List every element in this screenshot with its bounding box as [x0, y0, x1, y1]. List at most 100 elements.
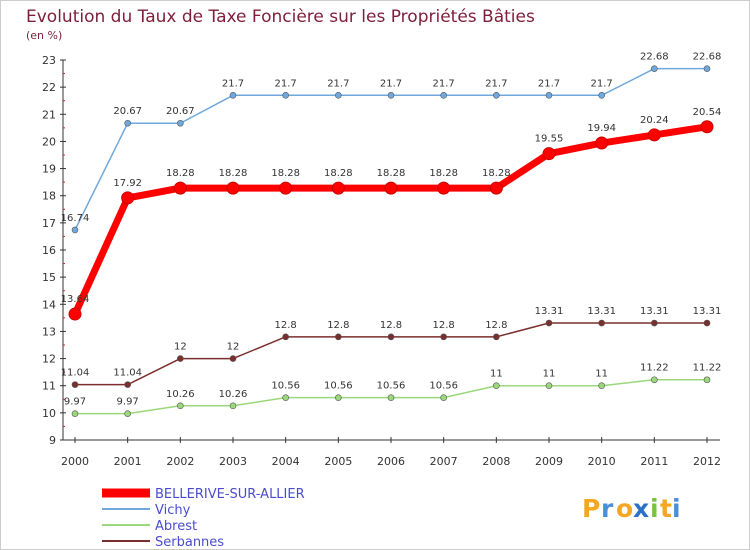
- data-point: [700, 120, 714, 134]
- data-point: [121, 191, 135, 205]
- axes: 9 10 11 12 13 14 15 16 17 18 19 20 21 22 23 2000 2001 200…: [42, 54, 721, 468]
- data-point: [703, 319, 711, 327]
- data-point: [595, 136, 609, 150]
- logo-letter: x: [633, 494, 649, 523]
- data-point: [124, 381, 131, 388]
- logo-letter: P: [582, 494, 600, 523]
- data-point: [331, 181, 345, 195]
- data-point: [493, 382, 500, 390]
- data-label: 18.28: [166, 168, 195, 179]
- y-tick-label: 18: [42, 190, 56, 203]
- y-tick-label: 19: [42, 163, 56, 176]
- data-point: [545, 91, 553, 99]
- data-label: 18.28: [429, 168, 458, 179]
- data-label: 12.8: [485, 320, 507, 331]
- logo-letter: o: [616, 494, 633, 523]
- x-tick-label: 2002: [166, 455, 194, 468]
- data-label: 22.68: [640, 52, 669, 63]
- data-label: 11.22: [640, 363, 669, 374]
- data-label: 20.67: [113, 106, 142, 117]
- x-tick-label: 2007: [430, 455, 458, 468]
- chart-title: Evolution du Taux de Taxe Foncière sur l…: [26, 7, 535, 27]
- data-label: 10.26: [219, 389, 248, 400]
- data-point: [598, 91, 605, 99]
- x-tick-label: 2005: [324, 455, 352, 468]
- y-tick-label: 21: [42, 108, 56, 121]
- y-tick-label: 10: [42, 407, 56, 420]
- data-label: 18.28: [377, 168, 406, 179]
- data-point: [437, 181, 451, 195]
- y-tick-label: 23: [42, 54, 56, 67]
- y-tick-label: 12: [42, 353, 56, 366]
- data-point: [545, 382, 553, 390]
- data-label: 21.7: [485, 78, 507, 89]
- data-label: 13.31: [640, 306, 669, 317]
- series-serbannes: 11.04 11.04 12 12 12.8 12.8 12.8 12.8 12.8 13.31 1…: [61, 306, 722, 388]
- series-layer: 16.74 20.67 20.67 21.7 21.7 21.7 21.7 21.7 21.7 2…: [61, 52, 722, 417]
- data-point: [703, 376, 711, 384]
- data-label: 13.31: [587, 306, 616, 317]
- x-tick-label: 2011: [640, 455, 668, 468]
- y-tick-label: 20: [42, 135, 56, 148]
- data-point: [493, 333, 500, 341]
- data-label: 13.64: [61, 294, 90, 305]
- data-label: 19.94: [587, 123, 616, 134]
- data-label: 21.7: [538, 78, 560, 89]
- logo-letter: i: [650, 494, 659, 523]
- data-label: 21.7: [433, 78, 455, 89]
- data-point: [647, 128, 661, 142]
- data-label: 20.24: [640, 115, 669, 126]
- legend-label: Vichy: [155, 503, 191, 518]
- data-point: [440, 394, 447, 401]
- data-point: [282, 333, 289, 341]
- data-label: 12: [227, 342, 240, 353]
- data-label: 12.8: [380, 320, 402, 331]
- data-label: 11: [543, 369, 556, 380]
- data-label: 18.28: [271, 168, 300, 179]
- data-label: 12.8: [327, 320, 349, 331]
- data-point: [71, 381, 79, 388]
- data-label: 10.56: [324, 381, 353, 392]
- data-label: 13.31: [693, 306, 722, 317]
- data-point: [71, 226, 79, 234]
- data-label: 13.31: [535, 306, 564, 317]
- y-tick-label: 11: [42, 380, 56, 393]
- x-tick-label: 2003: [219, 455, 247, 468]
- x-tick-label: 2008: [482, 455, 510, 468]
- legend-label: Serbannes: [155, 535, 224, 550]
- data-point: [68, 307, 82, 321]
- data-point: [282, 394, 289, 401]
- x-tick-label: 2000: [61, 455, 89, 468]
- data-label: 18.28: [482, 168, 511, 179]
- data-point: [335, 333, 342, 341]
- x-tick-label: 2001: [114, 455, 142, 468]
- data-label: 22.68: [693, 52, 722, 63]
- y-tick-label: 14: [42, 298, 56, 311]
- data-label: 10.56: [377, 381, 406, 392]
- data-label: 12: [174, 342, 187, 353]
- data-label: 11.04: [61, 368, 90, 379]
- y-tick-label: 15: [42, 271, 56, 284]
- data-label: 11.04: [113, 368, 142, 379]
- data-point: [598, 319, 605, 327]
- data-point: [387, 394, 395, 401]
- data-point: [177, 355, 184, 362]
- data-point: [493, 91, 500, 99]
- data-point: [651, 376, 658, 384]
- data-point: [229, 91, 237, 99]
- data-point: [279, 181, 293, 195]
- data-point: [489, 181, 503, 195]
- data-point: [387, 333, 395, 341]
- x-tick-label: 2006: [377, 455, 405, 468]
- data-label: 9.97: [117, 397, 139, 408]
- x-tick-label: 2004: [272, 455, 300, 468]
- legend-label: BELLERIVE-SUR-ALLIER: [155, 487, 305, 502]
- y-tick-label: 22: [42, 81, 56, 94]
- data-point: [384, 181, 398, 195]
- data-point: [335, 394, 342, 401]
- data-point: [226, 181, 240, 195]
- data-point: [124, 119, 131, 127]
- data-label: 9.97: [64, 397, 86, 408]
